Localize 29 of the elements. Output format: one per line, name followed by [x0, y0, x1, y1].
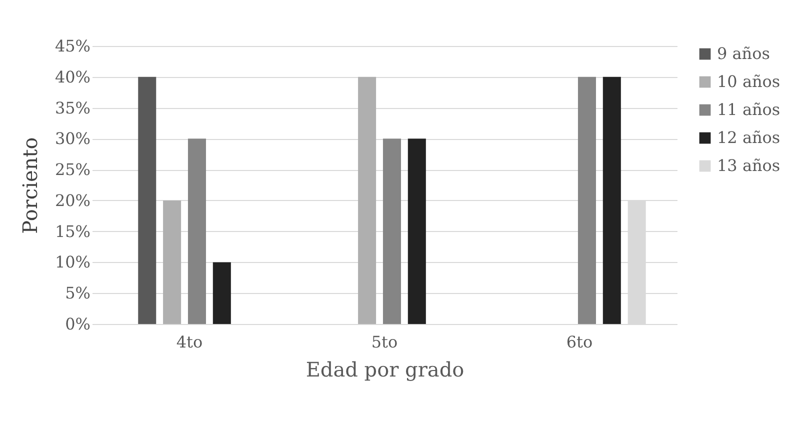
bar: [578, 76, 596, 324]
y-tick-label: 20%: [54, 190, 90, 210]
y-axis-title: Porciento: [18, 137, 42, 234]
x-tick-label: 5to: [371, 332, 398, 352]
bar: [138, 76, 156, 324]
x-tick-label: 6to: [566, 332, 593, 352]
x-tick-label: 4to: [176, 332, 203, 352]
y-tick-label: 0%: [65, 314, 90, 334]
bar: [163, 200, 182, 324]
y-tick-label: 25%: [54, 160, 90, 180]
bar: [358, 76, 376, 324]
y-tick-label: 10%: [54, 252, 90, 272]
legend-label: 11 años: [717, 100, 780, 119]
legend-label: 9 años: [717, 44, 770, 63]
y-tick-label: 5%: [65, 284, 90, 303]
y-tick-label: 15%: [54, 222, 90, 241]
bar: [602, 76, 621, 324]
y-tick-label: 35%: [54, 98, 90, 118]
y-tick-label: 45%: [54, 36, 90, 56]
bar: [212, 262, 231, 324]
x-axis-title: Edad por grado: [306, 358, 464, 382]
bar: [188, 138, 206, 324]
bar: [382, 138, 401, 324]
y-tick-label: 30%: [54, 129, 90, 148]
bar: [408, 138, 426, 324]
y-tick-label: 40%: [54, 67, 90, 86]
legend-label: 12 años: [717, 128, 780, 147]
legend-label: 13 años: [717, 156, 780, 175]
legend-label: 10 años: [717, 72, 780, 91]
